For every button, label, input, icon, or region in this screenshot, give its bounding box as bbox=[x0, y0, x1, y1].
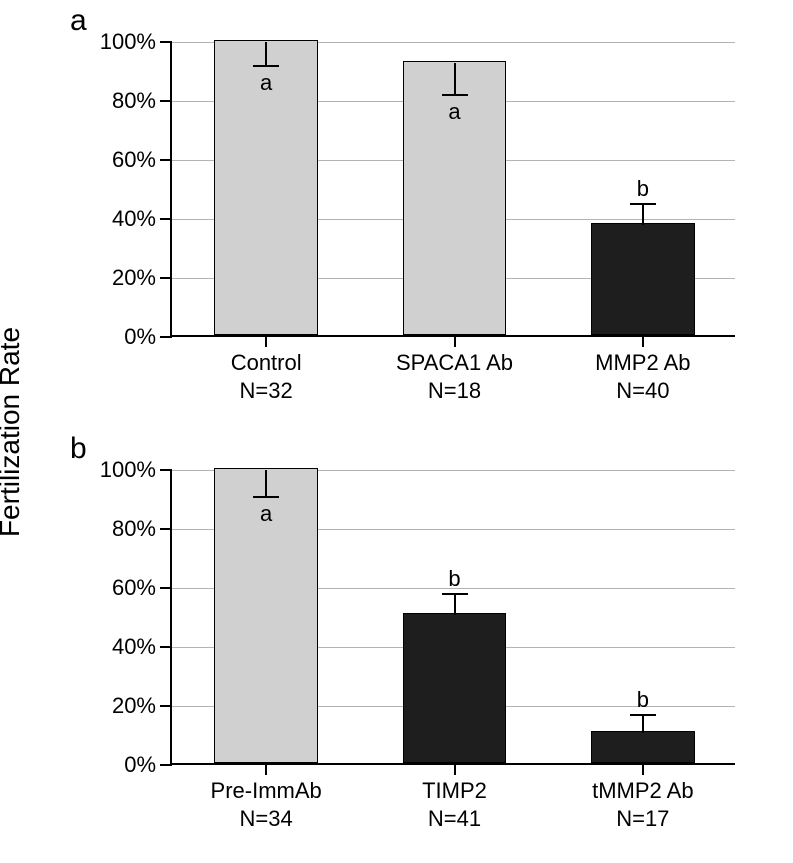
y-tick-label: 40% bbox=[112, 206, 156, 232]
x-tick-label: MMP2 AbN=40 bbox=[595, 349, 690, 404]
y-tick-label: 100% bbox=[100, 457, 156, 483]
y-tick-label: 0% bbox=[124, 752, 156, 778]
error-cap bbox=[253, 65, 279, 67]
error-bar bbox=[454, 594, 456, 615]
y-tick-label: 80% bbox=[112, 516, 156, 542]
y-tick bbox=[160, 277, 172, 279]
y-axis-label: Fertilization Rate bbox=[0, 326, 26, 536]
y-tick-label: 0% bbox=[124, 324, 156, 350]
x-tick-label: TIMP2N=41 bbox=[422, 777, 487, 832]
y-tick-label: 20% bbox=[112, 693, 156, 719]
y-tick bbox=[160, 218, 172, 220]
bar bbox=[403, 613, 507, 763]
x-tick bbox=[265, 763, 267, 775]
panel-b-plot-area: 0%20%40%60%80%100%aPre-ImmAbN=34bTIMP2N=… bbox=[170, 470, 735, 765]
y-tick bbox=[160, 528, 172, 530]
error-cap bbox=[630, 203, 656, 205]
bar bbox=[591, 731, 695, 763]
error-bar bbox=[642, 715, 644, 733]
x-tick bbox=[454, 335, 456, 347]
error-bar bbox=[265, 470, 267, 497]
panel-a-label: a bbox=[70, 4, 87, 38]
error-bar bbox=[642, 204, 644, 225]
figure-root: Fertilization Rate a 0%20%40%60%80%100%a… bbox=[0, 0, 793, 863]
y-tick bbox=[160, 646, 172, 648]
error-bar bbox=[265, 42, 267, 66]
error-bar bbox=[454, 63, 456, 95]
significance-label: b bbox=[448, 566, 460, 592]
y-tick bbox=[160, 41, 172, 43]
error-cap bbox=[442, 94, 468, 96]
y-tick bbox=[160, 336, 172, 338]
x-tick bbox=[265, 335, 267, 347]
significance-label: b bbox=[637, 687, 649, 713]
y-tick bbox=[160, 159, 172, 161]
significance-label: a bbox=[260, 501, 272, 527]
y-tick-label: 100% bbox=[100, 29, 156, 55]
x-tick bbox=[642, 763, 644, 775]
x-tick-label: Pre-ImmAbN=34 bbox=[211, 777, 322, 832]
y-tick-label: 80% bbox=[112, 88, 156, 114]
panel-a-plot-area: 0%20%40%60%80%100%aControlN=32aSPACA1 Ab… bbox=[170, 42, 735, 337]
x-tick-label: ControlN=32 bbox=[231, 349, 302, 404]
error-cap bbox=[630, 714, 656, 716]
bar bbox=[591, 223, 695, 335]
y-tick-label: 40% bbox=[112, 634, 156, 660]
x-tick bbox=[454, 763, 456, 775]
y-tick bbox=[160, 705, 172, 707]
significance-label: a bbox=[448, 99, 460, 125]
x-tick-label: tMMP2 AbN=17 bbox=[592, 777, 693, 832]
error-cap bbox=[253, 496, 279, 498]
panel-b-label: b bbox=[70, 432, 87, 466]
y-tick bbox=[160, 587, 172, 589]
x-tick bbox=[642, 335, 644, 347]
significance-label: b bbox=[637, 176, 649, 202]
x-tick-label: SPACA1 AbN=18 bbox=[396, 349, 513, 404]
y-tick-label: 60% bbox=[112, 147, 156, 173]
y-tick bbox=[160, 469, 172, 471]
error-cap bbox=[442, 593, 468, 595]
y-tick-label: 60% bbox=[112, 575, 156, 601]
y-tick bbox=[160, 100, 172, 102]
significance-label: a bbox=[260, 70, 272, 96]
y-tick-label: 20% bbox=[112, 265, 156, 291]
y-tick bbox=[160, 764, 172, 766]
